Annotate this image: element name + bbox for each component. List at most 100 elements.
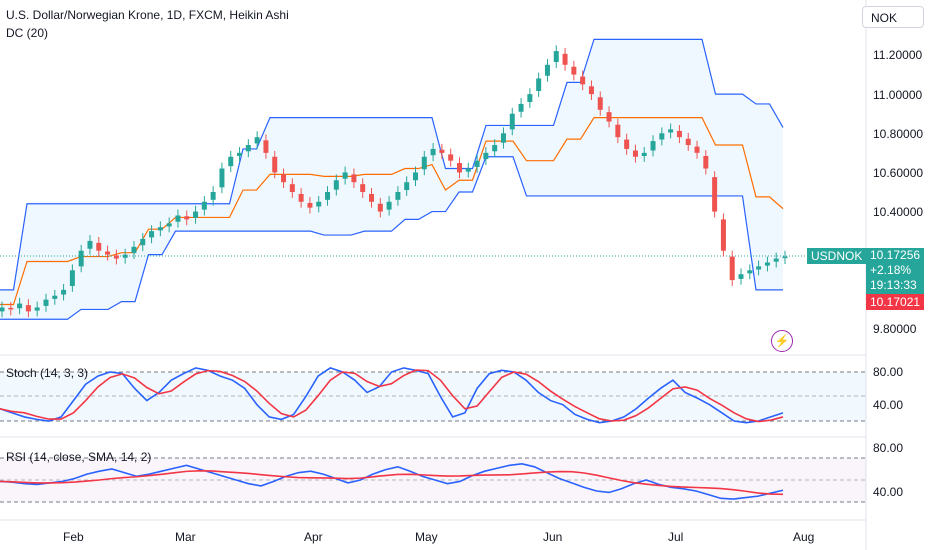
x-tick-label: Jul xyxy=(668,530,684,544)
candle-body xyxy=(430,148,436,156)
x-tick-label: Mar xyxy=(175,530,196,544)
donchian-lower xyxy=(0,156,783,320)
price-tag: 10.17256 +2.18% 19:13:33 xyxy=(866,248,924,294)
candle-body xyxy=(412,172,418,181)
candle-body xyxy=(325,192,331,200)
candle-body xyxy=(712,177,718,212)
rsi-tick-label: 40.00 xyxy=(873,485,904,499)
y-tick-label: 10.80000 xyxy=(873,127,924,141)
candle-body xyxy=(201,201,207,210)
candle-body xyxy=(509,113,515,130)
price-change: +2.18% xyxy=(870,263,912,277)
candle-body xyxy=(518,103,524,112)
candle-body xyxy=(386,201,392,210)
flash-icon[interactable]: ⚡ xyxy=(771,330,793,352)
y-tick-label: 10.60000 xyxy=(873,166,924,180)
candle-body xyxy=(369,193,375,202)
candle-body xyxy=(747,270,753,274)
price-value: 10.17256 xyxy=(870,248,921,262)
candle-body xyxy=(421,156,427,170)
rsi-ma-line xyxy=(0,469,784,496)
currency-selector[interactable]: NOK xyxy=(862,6,924,28)
candle-body xyxy=(272,156,278,173)
candle-body xyxy=(615,124,621,138)
rsi-line xyxy=(0,463,784,500)
candle-body xyxy=(703,155,709,169)
candle-body xyxy=(96,242,102,251)
donchian-fill xyxy=(0,39,783,320)
symbol-tag: USDNOK xyxy=(807,248,867,264)
y-tick-label: 9.80000 xyxy=(873,322,917,336)
candle-body xyxy=(175,215,181,222)
candle-body xyxy=(694,146,700,153)
candle-body xyxy=(333,180,339,190)
candle-body xyxy=(157,227,163,231)
candle-body xyxy=(492,145,498,152)
y-tick-label: 10.40000 xyxy=(873,205,924,219)
x-tick-label: Aug xyxy=(793,530,815,544)
candle-body xyxy=(439,149,445,153)
candle-body xyxy=(448,154,454,161)
candle-body xyxy=(738,274,744,279)
candle-body xyxy=(113,255,119,259)
candle-body xyxy=(764,262,770,266)
candle-body xyxy=(571,66,577,75)
candle-body xyxy=(25,305,31,312)
candle-body xyxy=(720,219,726,251)
candle-body xyxy=(456,163,462,173)
candle-body xyxy=(668,129,674,133)
candle-body xyxy=(588,86,594,95)
y-tick-label: 11.00000 xyxy=(873,88,923,102)
candle-body xyxy=(34,307,40,311)
stoch-label[interactable]: Stoch (14, 3, 3) xyxy=(6,366,89,380)
candle-body xyxy=(166,223,172,227)
candle-body xyxy=(580,76,586,85)
rsi-label[interactable]: RSI (14, close, SMA, 14, 2) xyxy=(6,450,152,464)
candle-body xyxy=(544,64,550,76)
candle-body xyxy=(756,266,762,270)
candle-body xyxy=(254,137,260,144)
candle-body xyxy=(641,152,647,156)
candle-body xyxy=(606,112,612,122)
candle-body xyxy=(237,152,243,156)
candle-body xyxy=(729,256,735,281)
candle-body xyxy=(395,192,401,200)
x-tick-label: May xyxy=(415,530,438,544)
stoch-d-line xyxy=(0,369,784,423)
bid-tag: 10.17021 xyxy=(866,294,924,310)
x-tick-label: Jun xyxy=(543,530,563,544)
stoch-k-line xyxy=(0,367,784,424)
rsi-tick-label: 80.00 xyxy=(873,441,904,455)
candle-body xyxy=(597,97,603,110)
candle-body xyxy=(61,289,67,295)
candle-body xyxy=(17,303,23,309)
candle-body xyxy=(78,250,84,267)
candle-body xyxy=(624,139,630,149)
candle-body xyxy=(149,231,155,238)
donchian-upper xyxy=(0,38,784,291)
candle-body xyxy=(404,182,410,191)
x-tick-label: Feb xyxy=(63,530,84,544)
x-tick-label: Apr xyxy=(304,530,323,544)
candle-body xyxy=(184,216,190,220)
candle-body xyxy=(228,156,234,167)
candle-body xyxy=(676,130,682,138)
candle-body xyxy=(342,172,348,179)
candle-body xyxy=(8,307,14,310)
indicator-dc-label[interactable]: DC (20) xyxy=(6,26,49,40)
candle-body xyxy=(43,299,49,306)
candle-body xyxy=(193,211,199,218)
candle-body xyxy=(316,201,322,207)
candle-body xyxy=(650,141,656,151)
candle-body xyxy=(105,251,111,255)
candle-body xyxy=(219,168,225,188)
candle-body xyxy=(659,133,665,140)
stoch-tick-label: 40.00 xyxy=(873,398,904,412)
candle-body xyxy=(131,246,137,254)
candle-body xyxy=(289,184,295,192)
candle-body xyxy=(360,184,366,192)
candle-body xyxy=(536,78,542,92)
candle-body xyxy=(351,174,357,183)
candle-body xyxy=(474,160,480,167)
